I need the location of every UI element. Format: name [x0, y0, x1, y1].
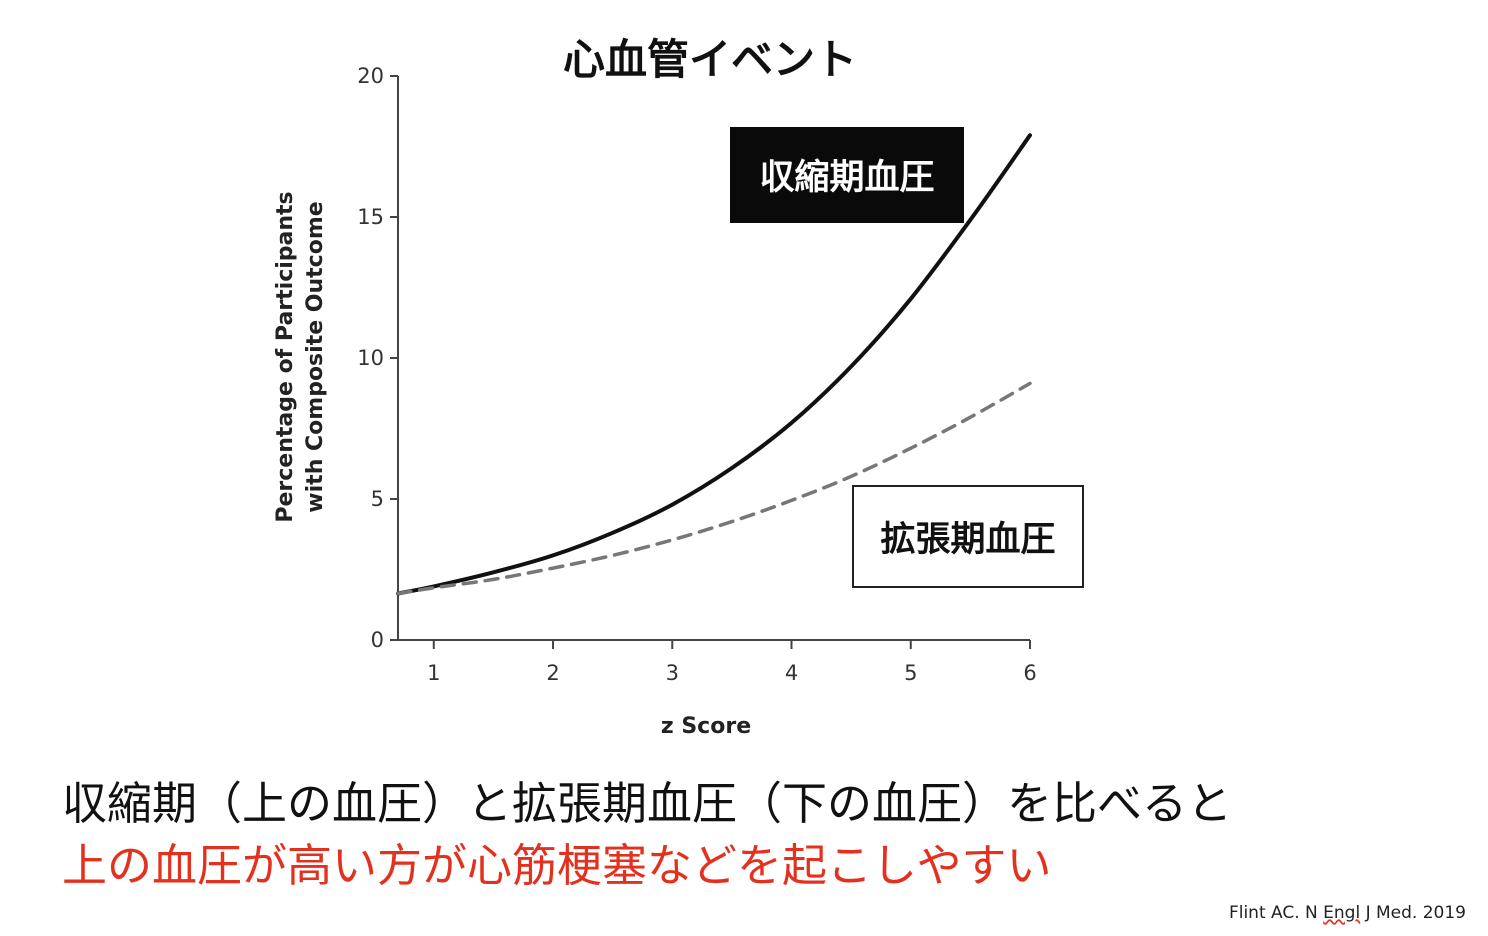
series-layer: [396, 133, 1032, 596]
axes: 0 5 10 15 20 1 2 3 4 5 6: [357, 64, 1036, 685]
y-tick-label: 5: [371, 487, 384, 511]
caption-line-2: 上の血圧が高い方が心筋梗塞などを起こしやすい: [62, 839, 1052, 892]
y-axis-label-line-2: with Composite Outcome: [303, 201, 328, 512]
citation: Flint AC. N Engl J Med. 2019: [1229, 903, 1466, 923]
y-tick-label: 20: [357, 64, 384, 88]
citation-suffix: J Med. 2019: [1360, 903, 1466, 923]
chart-title: 心血管イベント: [563, 35, 857, 84]
legend-diastolic-box: [852, 485, 1084, 588]
legend-diastolic-label: 拡張期血圧: [880, 520, 1055, 560]
citation-prefix: Flint AC. N: [1228, 903, 1324, 923]
citation-journal-word: Engl: [1323, 903, 1361, 923]
x-tick-label: 1: [427, 661, 440, 685]
y-tick-label: 15: [357, 205, 384, 229]
x-tick-label: 3: [666, 661, 679, 685]
x-tick-label: 6: [1023, 661, 1036, 685]
legend-systolic-box: [730, 127, 964, 223]
y-tick-label: 10: [357, 346, 384, 370]
y-tick-label: 0: [371, 628, 384, 652]
series-line-systolic: [396, 133, 1032, 596]
legend-diastolic: 拡張期血圧: [852, 485, 1084, 588]
y-axis-title: Percentage of Participants with Composit…: [273, 191, 328, 522]
x-tick-label: 2: [546, 661, 559, 685]
y-axis-label-line-1: Percentage of Participants: [273, 191, 298, 522]
x-tick-label: 4: [785, 661, 798, 685]
chart: 心血管イベント Percentage of Participants with …: [273, 35, 1084, 739]
caption-line-1: 収縮期（上の血圧）と拡張期血圧（下の血圧）を比べると: [62, 777, 1233, 830]
legend-systolic-label: 収縮期血圧: [759, 158, 934, 198]
legend-systolic: 収縮期血圧: [730, 127, 964, 223]
x-axis-label: z Score: [661, 714, 751, 739]
x-tick-label: 5: [904, 661, 917, 685]
series-line-diastolic: [396, 381, 1032, 596]
